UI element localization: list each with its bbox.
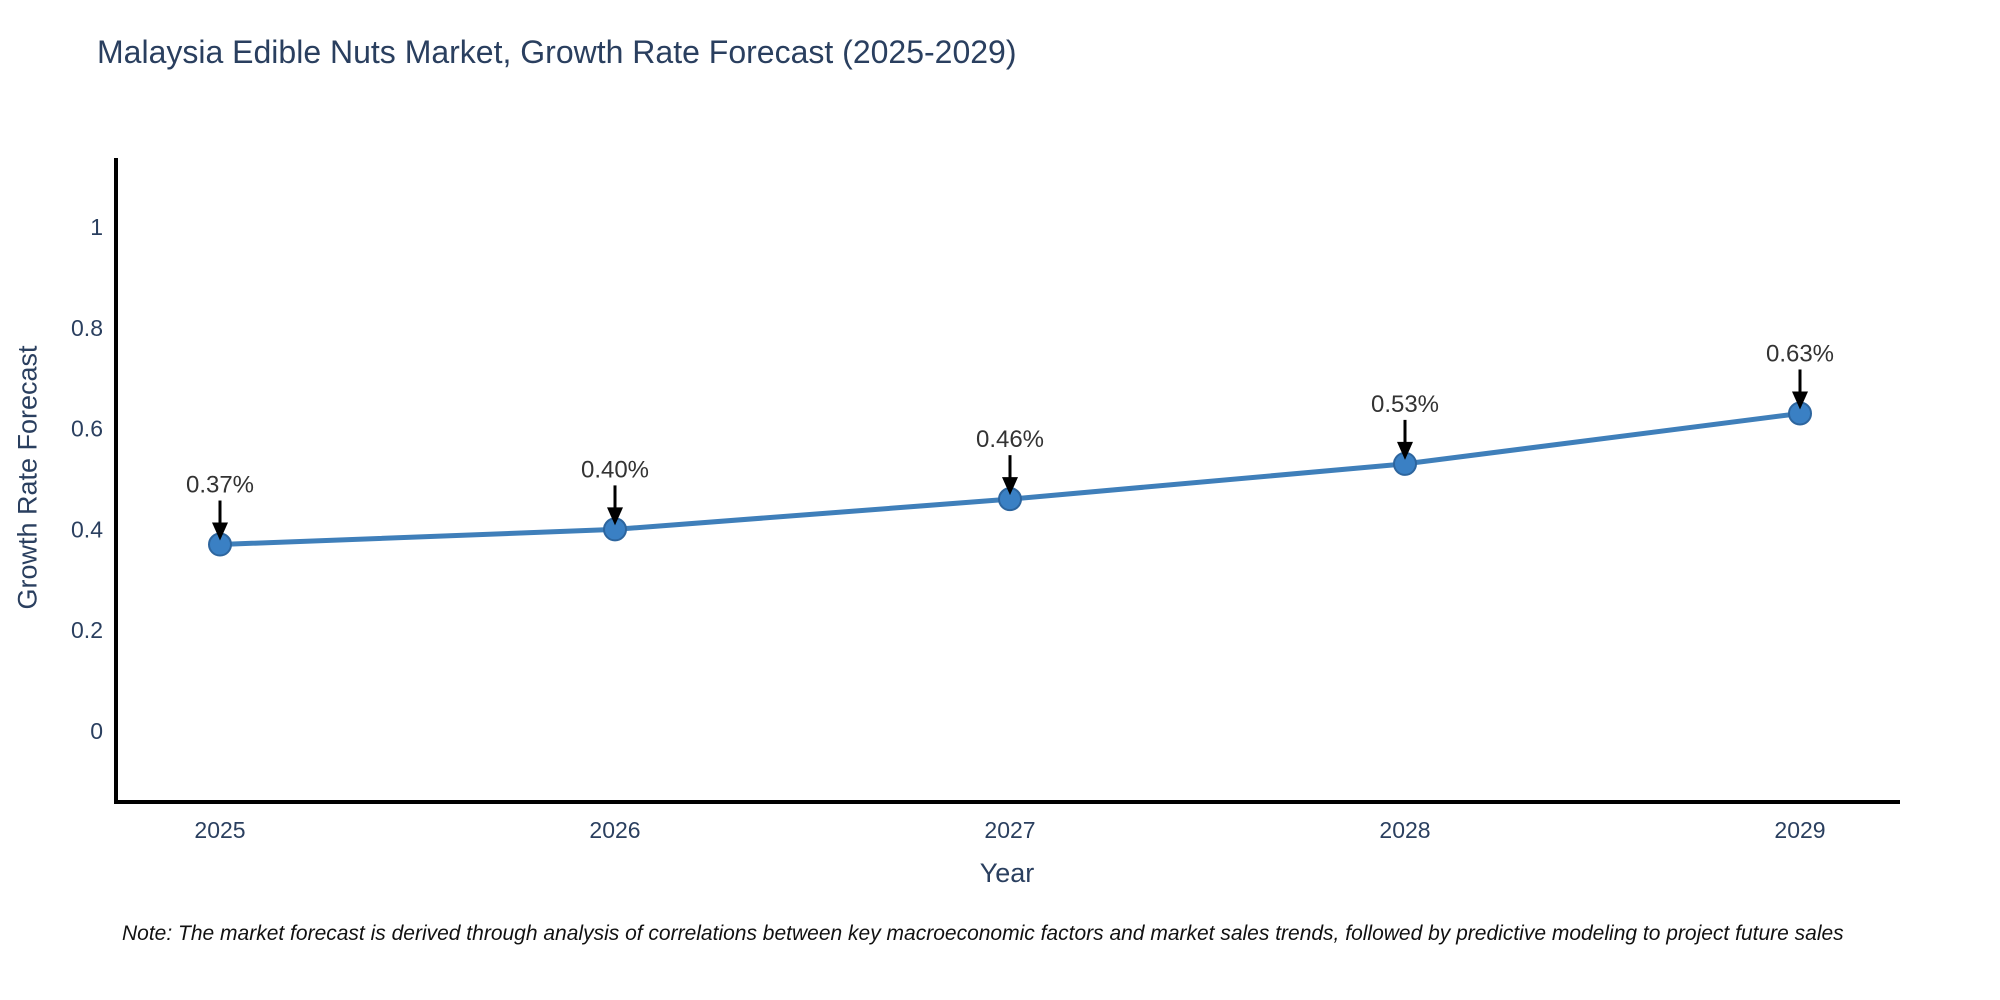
x-axis-title: Year <box>979 858 1035 888</box>
y-tick-label-0.4: 0.4 <box>71 516 103 542</box>
point-value-label-2029: 0.63% <box>1766 340 1834 367</box>
x-tick-label-2026: 2026 <box>589 817 640 843</box>
annotation-arrowhead <box>1792 391 1808 410</box>
annotation-arrowhead <box>607 507 623 526</box>
x-tick-label-2027: 2027 <box>984 817 1035 843</box>
y-tick-label-0.8: 0.8 <box>71 315 103 341</box>
x-tick-label-2029: 2029 <box>1774 817 1825 843</box>
point-value-label-2025: 0.37% <box>186 472 254 499</box>
annotation-arrowhead <box>1397 441 1413 460</box>
chart-title: Malaysia Edible Nuts Market, Growth Rate… <box>97 34 1017 70</box>
annotation-arrowhead <box>212 522 228 541</box>
annotation-arrowhead <box>1002 477 1018 496</box>
y-tick-label-1: 1 <box>90 214 103 240</box>
chart-note: Note: The market forecast is derived thr… <box>122 922 1844 945</box>
x-tick-label-2028: 2028 <box>1379 817 1430 843</box>
x-tick-label-2025: 2025 <box>194 817 245 843</box>
point-value-label-2028: 0.53% <box>1371 391 1439 418</box>
point-value-label-2026: 0.40% <box>581 456 649 483</box>
y-tick-label-0.6: 0.6 <box>71 416 103 442</box>
y-tick-label-0: 0 <box>90 718 103 744</box>
point-value-label-2027: 0.46% <box>976 426 1044 453</box>
y-tick-label-0.2: 0.2 <box>71 617 103 643</box>
